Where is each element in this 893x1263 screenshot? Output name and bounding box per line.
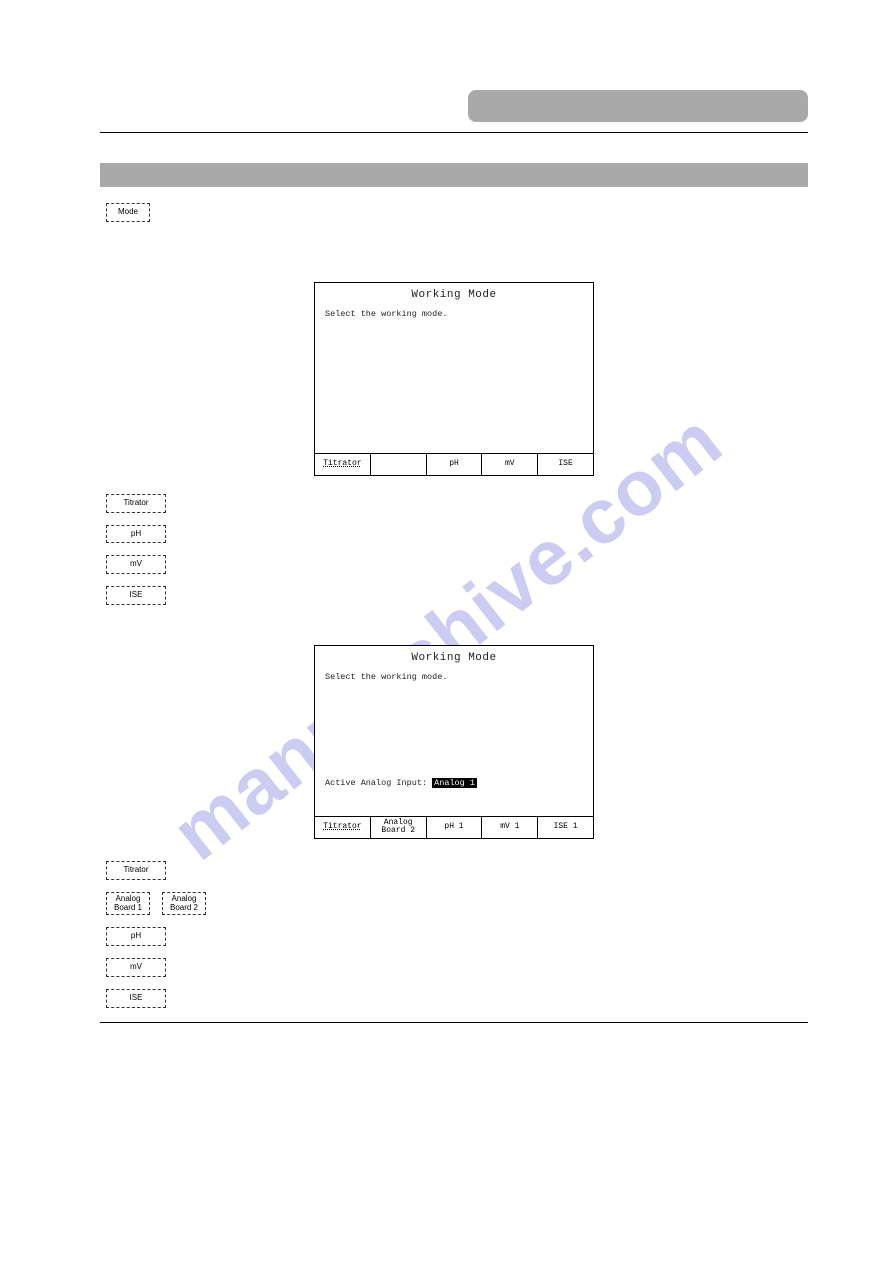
key2-ph[interactable]: pH	[106, 927, 166, 946]
screen1-title: Working Mode	[325, 289, 583, 301]
screen2-instruction: Select the working mode.	[325, 672, 583, 682]
softkey-ise[interactable]: ISE	[538, 454, 593, 475]
section-heading-bar	[100, 163, 808, 187]
mode-button[interactable]: Mode	[106, 203, 150, 222]
footer-divider	[100, 1022, 808, 1023]
screen2-softkeys: Titrator Analog Board 2 pH 1 mV 1 ISE 1	[315, 816, 593, 838]
active-analog-row: Active Analog Input: Analog 1	[325, 778, 477, 788]
key-ph[interactable]: pH	[106, 525, 166, 544]
screen-working-mode-1: Working Mode Select the working mode. Ti…	[314, 282, 594, 476]
key2-ise[interactable]: ISE	[106, 989, 166, 1008]
screen1-softkeys: Titrator pH mV ISE	[315, 453, 593, 475]
softkey2-mv[interactable]: mV 1	[482, 817, 538, 838]
screen2-title: Working Mode	[325, 652, 583, 664]
softkey-titrator[interactable]: Titrator	[315, 454, 371, 475]
softkey2-ise[interactable]: ISE 1	[538, 817, 593, 838]
key-ise[interactable]: ISE	[106, 586, 166, 605]
key2-analog-board-1[interactable]: Analog Board 1	[106, 892, 150, 916]
key2-titrator[interactable]: Titrator	[106, 861, 166, 880]
header-pill	[468, 90, 808, 122]
header-bar	[100, 90, 808, 128]
screen-working-mode-2: Working Mode Select the working mode. Ac…	[314, 645, 594, 839]
softkey-mv[interactable]: mV	[482, 454, 538, 475]
key-mv[interactable]: mV	[106, 555, 166, 574]
softkey2-titrator[interactable]: Titrator	[315, 817, 371, 838]
softkey-empty	[371, 454, 427, 475]
softkey2-analog-board[interactable]: Analog Board 2	[371, 817, 427, 838]
header-divider	[100, 132, 808, 133]
key-titrator[interactable]: Titrator	[106, 494, 166, 513]
softkey-ph[interactable]: pH	[427, 454, 483, 475]
softkey2-ph[interactable]: pH 1	[427, 817, 483, 838]
active-analog-label: Active Analog Input:	[325, 778, 427, 788]
active-analog-value: Analog 1	[432, 778, 477, 788]
key2-analog-board-2[interactable]: Analog Board 2	[162, 892, 206, 916]
screen1-instruction: Select the working mode.	[325, 309, 583, 319]
key2-mv[interactable]: mV	[106, 958, 166, 977]
page-content: Mode Working Mode Select the working mod…	[100, 90, 808, 1143]
